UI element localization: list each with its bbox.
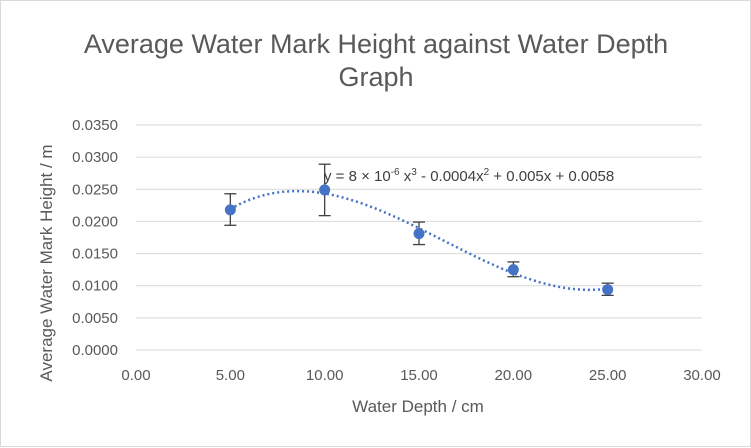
y-tick-label: 0.0000 bbox=[72, 342, 118, 359]
data-point bbox=[319, 184, 331, 196]
error-bars bbox=[224, 163, 614, 297]
x-tick-label: 0.00 bbox=[121, 367, 150, 384]
data-point bbox=[413, 228, 425, 240]
eq-exp2: 3 bbox=[411, 167, 417, 178]
data-point bbox=[224, 204, 236, 216]
trendline-layer bbox=[229, 189, 608, 292]
y-tick-label: 0.0200 bbox=[72, 213, 118, 230]
data-points bbox=[224, 184, 614, 296]
eq-exp3: 2 bbox=[484, 167, 490, 178]
y-tick-label: 0.0350 bbox=[72, 117, 118, 134]
x-tick-label: 25.00 bbox=[589, 367, 627, 384]
x-axis-label: Water Depth / cm bbox=[352, 397, 484, 416]
eq-part4: + 0.005x + 0.0058 bbox=[489, 168, 614, 185]
data-point bbox=[602, 284, 614, 296]
eq-prefix: y = 8 × 10 bbox=[324, 168, 391, 185]
y-tick-label: 0.0250 bbox=[72, 181, 118, 198]
x-tick-label: 30.00 bbox=[683, 367, 721, 384]
y-tick-label: 0.0300 bbox=[72, 149, 118, 166]
chart-title-line1: Average Water Mark Height against Water … bbox=[84, 29, 668, 59]
y-tick-labels: 0.0000 0.0050 0.0100 0.0150 0.0200 0.0250 0.03… bbox=[72, 117, 118, 359]
eq-part2: x bbox=[400, 168, 412, 185]
y-tick-label: 0.0050 bbox=[72, 310, 118, 327]
x-tick-label: 5.00 bbox=[216, 367, 245, 384]
y-axis-label: Average Water Mark Height / m bbox=[37, 144, 56, 381]
x-tick-label: 10.00 bbox=[306, 367, 344, 384]
y-tick-label: 0.0100 bbox=[72, 278, 118, 295]
x-tick-label: 20.00 bbox=[495, 367, 533, 384]
x-tick-label: 15.00 bbox=[400, 367, 438, 384]
trendline-equation: y = 8 × 10-6 x3 - 0.0004x2 + 0.005x + 0.… bbox=[324, 167, 614, 185]
trendline bbox=[229, 189, 608, 292]
data-point bbox=[507, 264, 519, 276]
eq-exp1: -6 bbox=[391, 167, 400, 178]
chart-title-line2: Graph bbox=[338, 62, 413, 92]
x-tick-labels: 0.00 5.00 10.00 15.00 20.00 25.00 30.00 bbox=[121, 367, 720, 384]
y-tick-label: 0.0150 bbox=[72, 246, 118, 263]
eq-part3: - 0.0004x bbox=[417, 168, 484, 185]
